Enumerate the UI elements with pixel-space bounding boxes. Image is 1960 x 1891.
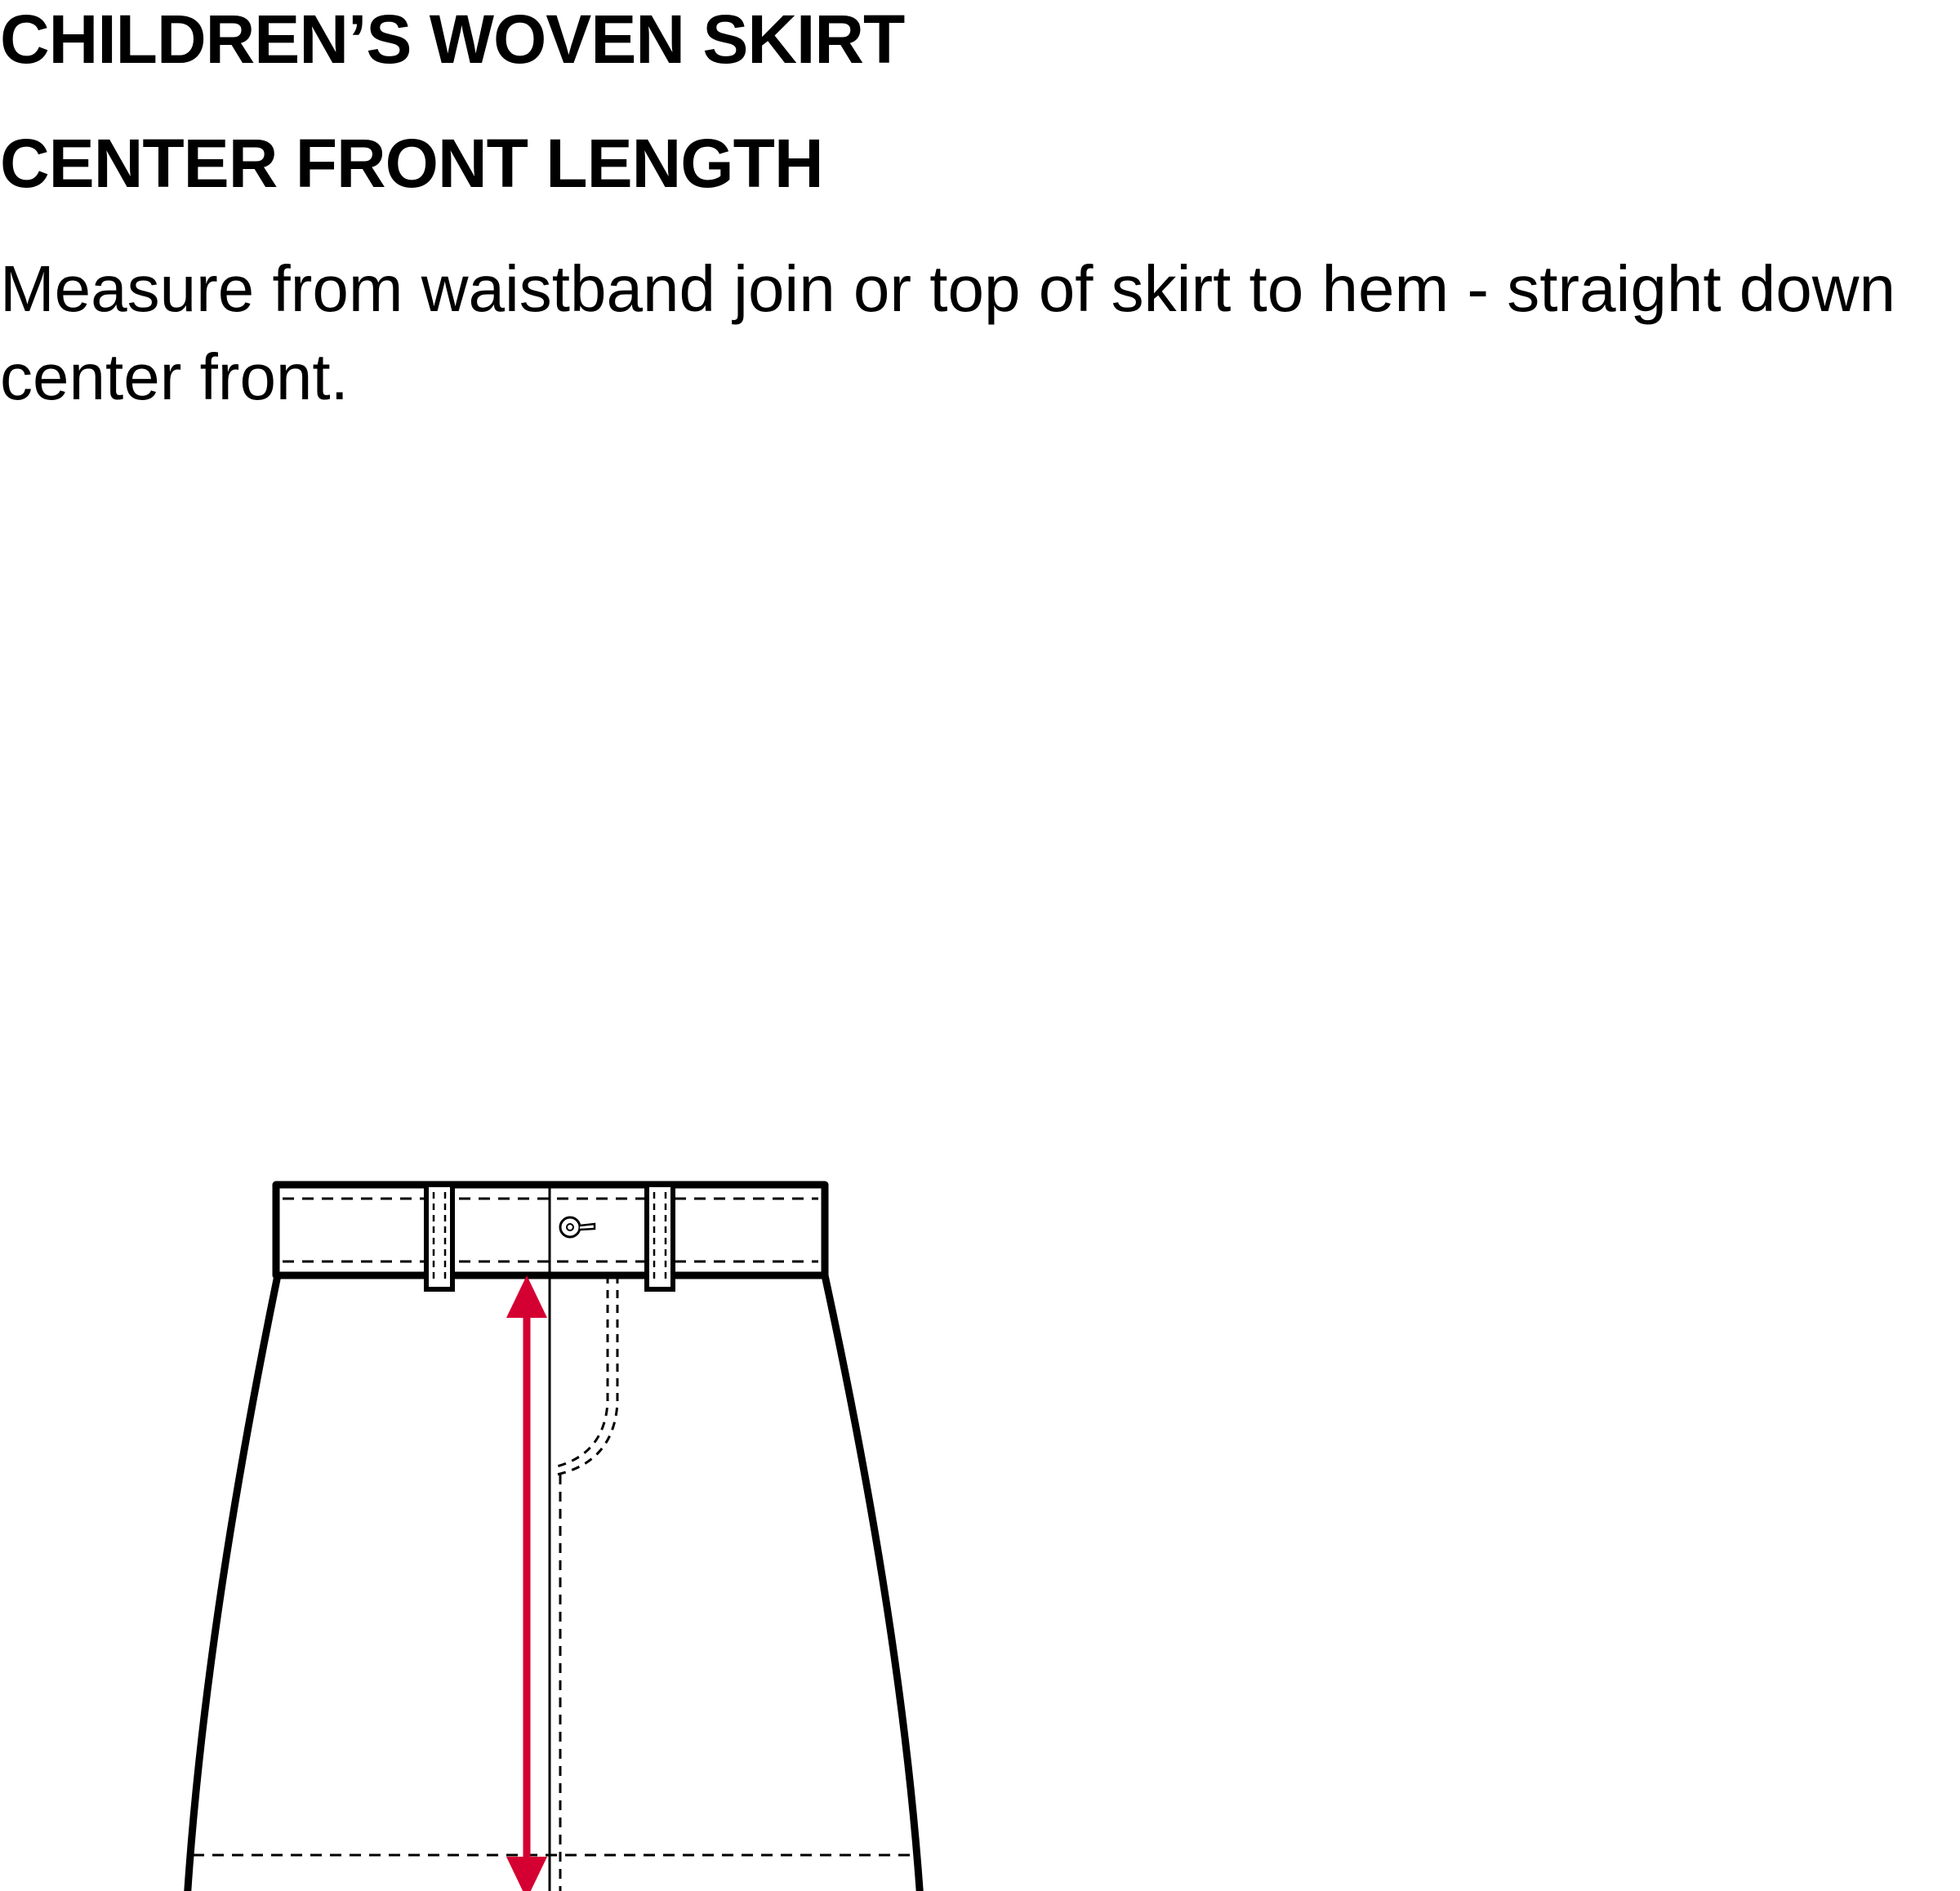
measurement-name: CENTER FRONT LENGTH [0,125,824,202]
skirt-body [184,1271,924,1891]
page-title: CHILDREN’S WOVEN SKIRT [0,1,905,78]
skirt-diagram [184,1181,924,1891]
belt-loop-right [644,1182,675,1292]
measurement-instructions: Measure from waistband join or top of sk… [0,252,1896,413]
button-icon [559,1216,596,1239]
belt-loop-left [424,1182,455,1292]
measurement-arrow-icon [506,1275,547,1891]
